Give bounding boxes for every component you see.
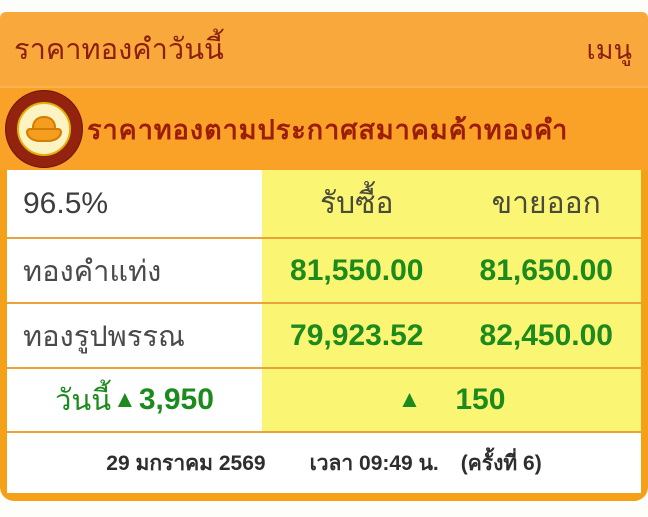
row-label-cell: ทองรูปพรรณ bbox=[7, 304, 262, 367]
gold-bar-label: ทองคำแท่ง bbox=[23, 255, 162, 288]
up-arrow-icon: ▲ bbox=[113, 386, 137, 413]
gold-ornament-buy-cell: 79,923.52 bbox=[262, 304, 452, 367]
gold-ingot-icon bbox=[32, 116, 56, 129]
table-row-gold-ornament: ทองรูปพรรณ 79,923.52 82,450.00 bbox=[7, 302, 641, 367]
gold-ornament-buy-price: 79,923.52 bbox=[290, 318, 424, 352]
purity-cell: 96.5% bbox=[7, 170, 262, 237]
gold-bar-buy-price: 81,550.00 bbox=[290, 253, 424, 287]
announcement-time: เวลา 09:49 น. bbox=[309, 451, 439, 475]
buy-column-header: รับซื้อ bbox=[262, 170, 452, 237]
announcement-round: (ครั้งที่ 6) bbox=[460, 451, 542, 475]
purity-label: 96.5% bbox=[23, 186, 109, 220]
gold-bar-sell-price: 81,650.00 bbox=[479, 253, 613, 287]
menu-button[interactable]: เมนู bbox=[587, 28, 632, 71]
bar-change-value: 3,950 bbox=[138, 383, 214, 416]
gold-ornament-label: ทองรูปพรรณ bbox=[23, 320, 185, 353]
association-banner: ราคาทองตามประกาศสมาคมค้าทองคำ bbox=[0, 86, 648, 170]
price-table: 96.5% รับซื้อ ขายออก ทองคำแท่ง 81,550.00… bbox=[0, 170, 648, 501]
gold-ornament-sell-price: 82,450.00 bbox=[479, 318, 613, 352]
page-title: ราคาทองคำวันนี้ bbox=[14, 34, 224, 66]
sell-column-header: ขายออก bbox=[451, 170, 641, 237]
banner-title: ราคาทองตามประกาศสมาคมค้าทองคำ bbox=[87, 114, 569, 145]
title-bar: ราคาทองคำวันนี้ เมนู bbox=[0, 12, 648, 86]
today-change-cell: วันนี้ ▲ 3,950 bbox=[7, 369, 262, 431]
gold-bar-buy-cell: 81,550.00 bbox=[262, 239, 452, 302]
ornament-change-cell: ▲ 150 bbox=[262, 369, 641, 431]
row-label-cell: ทองคำแท่ง bbox=[7, 239, 262, 302]
table-row-today-change: วันนี้ ▲ 3,950 ▲ 150 bbox=[7, 367, 641, 431]
today-label: วันนี้ bbox=[55, 385, 112, 417]
ornament-change-value: 150 bbox=[455, 383, 506, 416]
table-header-row: 96.5% รับซื้อ ขายออก bbox=[7, 170, 641, 237]
top-gap bbox=[0, 0, 648, 12]
gold-traders-association-logo-icon bbox=[5, 90, 83, 168]
logo-inner-circle bbox=[17, 102, 71, 156]
gold-bar-sell-cell: 81,650.00 bbox=[451, 239, 641, 302]
gold-ingot-base bbox=[26, 128, 62, 142]
announcement-footer: 29 มกราคม 2569 เวลา 09:49 น. (ครั้งที่ 6… bbox=[7, 431, 641, 493]
announcement-date: 29 มกราคม 2569 bbox=[106, 451, 266, 475]
up-arrow-icon: ▲ bbox=[397, 386, 422, 413]
table-row-gold-bar: ทองคำแท่ง 81,550.00 81,650.00 bbox=[7, 237, 641, 302]
gold-ornament-sell-cell: 82,450.00 bbox=[451, 304, 641, 367]
